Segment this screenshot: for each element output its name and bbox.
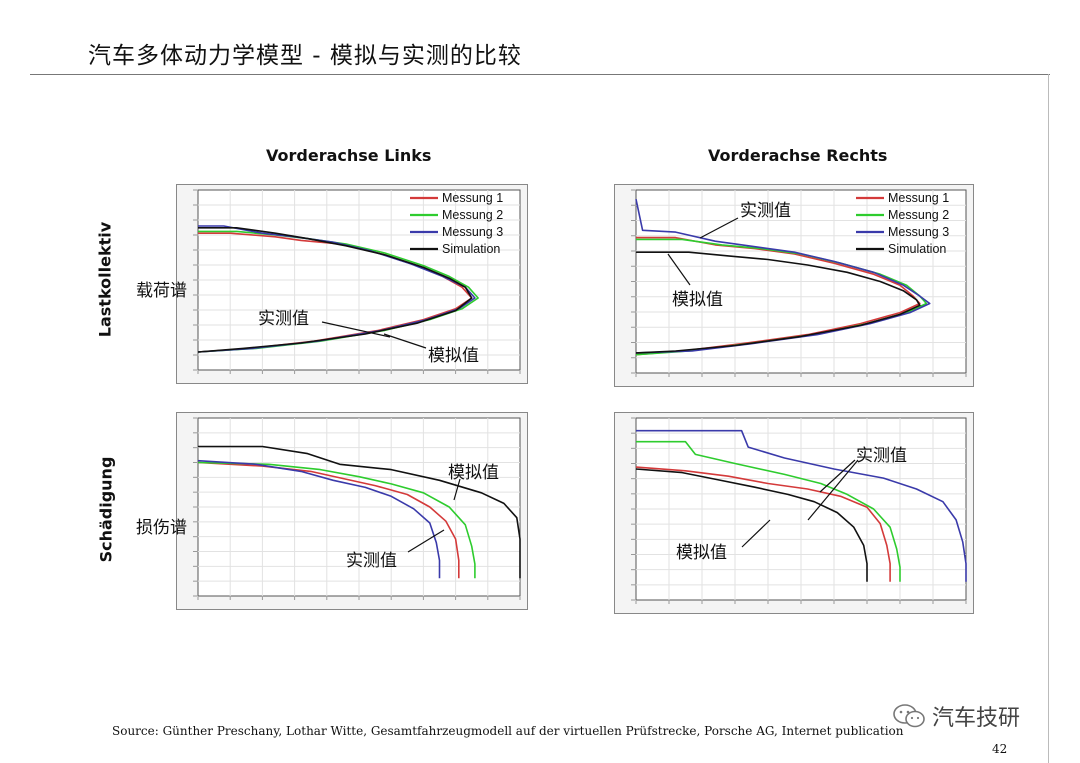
label-load-spectrum: 载荷谱: [136, 281, 187, 301]
legend: Messung 1 Messung 2 Messung 3 Simulation: [856, 191, 949, 256]
column-header-right: Vorderachse Rechts: [708, 146, 888, 165]
title-divider: [30, 74, 1050, 75]
label-bl-simulated: 模拟值: [448, 463, 499, 483]
series-line-messung-2: [197, 461, 476, 579]
legend-label: Simulation: [888, 242, 946, 256]
legend: Messung 1 Messung 2 Messung 3 Simulation: [410, 191, 503, 256]
legend-label: Messung 2: [442, 208, 503, 222]
grid: [193, 417, 521, 600]
series-line-messung-3: [636, 429, 967, 582]
legend-label: Messung 1: [442, 191, 503, 205]
legend-label: Messung 1: [888, 191, 949, 205]
chart-front-right-damage: [614, 412, 974, 614]
page-number: 42: [992, 742, 1008, 756]
series-line-simulation: [197, 227, 473, 353]
label-tr-simulated: 模拟值: [672, 290, 723, 310]
legend-label: Messung 3: [442, 225, 503, 239]
chart-front-left-load: Messung 1 Messung 2 Messung 3 Simulation: [176, 184, 528, 384]
right-divider: [1048, 74, 1049, 763]
label-bl-measured: 实测值: [346, 551, 397, 571]
legend-label: Simulation: [442, 242, 500, 256]
legend-label: Messung 2: [888, 208, 949, 222]
label-br-simulated: 模拟值: [676, 543, 727, 563]
source-citation: Source: Günther Preschany, Lothar Witte,…: [112, 724, 904, 738]
label-damage-spectrum: 损伤谱: [136, 518, 187, 538]
row-header-bottom: Schädigung: [96, 456, 116, 563]
legend-label: Messung 3: [888, 225, 949, 239]
label-tl-measured: 实测值: [258, 309, 309, 329]
grid: [631, 417, 967, 604]
label-br-measured: 实测值: [856, 446, 907, 466]
brand-watermark: 汽车技研: [892, 700, 1020, 732]
row-header-top: Lastkollektiv: [95, 221, 115, 338]
wechat-icon: [893, 704, 925, 728]
label-tl-simulated: 模拟值: [428, 346, 479, 366]
brand-name: 汽车技研: [932, 706, 1021, 731]
chart-front-right-load: Messung 1 Messung 2 Messung 3 Simulation: [614, 184, 974, 387]
column-header-left: Vorderachse Links: [266, 146, 432, 165]
chart-front-left-damage: [176, 412, 528, 610]
series-line-simulation: [635, 251, 921, 354]
label-tr-measured: 实测值: [740, 201, 791, 221]
slide-title: 汽车多体动力学模型 - 模拟与实测的比较: [88, 43, 522, 69]
